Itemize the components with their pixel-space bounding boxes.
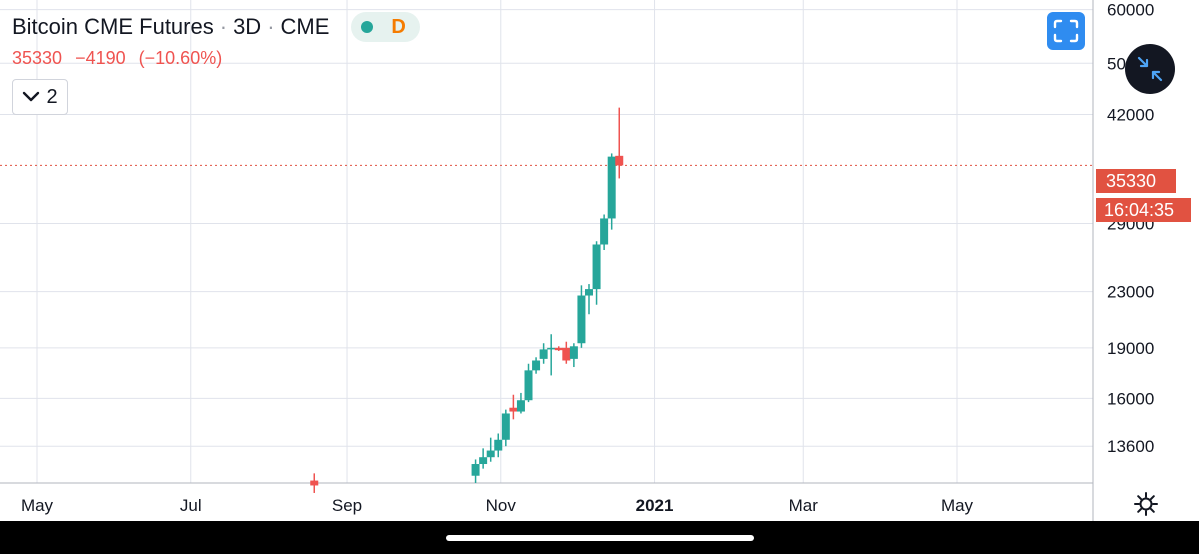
y-tick-label: 60000 [1107,1,1154,20]
candle[interactable] [486,437,495,462]
exit-fullscreen-button[interactable] [1125,44,1175,94]
candle[interactable] [554,346,563,351]
y-tick-label: 23000 [1107,283,1154,302]
price-axis-labels: 1360016000190002300029000420005000060000 [1107,1,1154,457]
last-price-tag: 35330 [1096,169,1176,193]
time-axis-labels: May Jul Sep Nov 2021 Mar May [21,496,974,515]
candles [310,107,624,493]
candle[interactable] [592,241,601,305]
candle-body [486,450,495,458]
price-change-percent: (−10.60%) [138,48,223,68]
delayed-data-flag: D [391,15,406,38]
x-tick-label: Jul [180,496,202,515]
y-tick-label: 19000 [1107,339,1154,358]
x-tick-label: Sep [332,496,362,515]
candle[interactable] [562,341,571,364]
candle[interactable] [577,285,586,348]
indicators-toggle-button[interactable]: 2 [12,79,68,115]
candle[interactable] [569,343,578,368]
legend-separator: · [219,14,228,39]
candle-body [310,480,319,486]
candle[interactable] [516,392,525,414]
candle[interactable] [532,357,541,374]
candle[interactable] [494,433,503,458]
candle[interactable] [600,214,609,250]
candle-body [577,295,586,344]
price-change: −4190 [75,48,126,68]
last-price: 35330 [12,48,63,68]
x-tick-label: May [21,496,54,515]
chart-legend: Bitcoin CME Futures · 3D · CME D 35330 −… [12,10,420,69]
price-row: 35330 −4190 (−10.60%) [12,48,420,69]
fullscreen-icon [1053,19,1079,43]
candle[interactable] [607,153,616,230]
indicators-count: 2 [46,85,58,108]
candle-body [532,360,541,371]
candle-body [554,347,563,351]
candle[interactable] [479,448,488,469]
candle-body [479,457,488,465]
candle-body [539,349,548,359]
system-home-bar [0,521,1199,554]
candle-body [562,347,571,361]
candle[interactable] [615,107,624,179]
collapse-arrows-icon [1137,56,1163,82]
candle-body [471,464,480,476]
y-tick-label: 16000 [1107,389,1154,408]
candle[interactable] [501,409,510,447]
candle-body [547,347,556,350]
home-indicator[interactable] [446,535,754,541]
exchange-label: CME [280,14,330,39]
y-tick-label: 42000 [1107,106,1154,125]
candle-body [494,439,503,451]
gear-icon[interactable] [1133,491,1159,517]
candle-body [607,156,616,219]
x-tick-label: Nov [486,496,517,515]
candle-body [592,244,601,290]
interval-label[interactable]: 3D [233,14,262,39]
y-tick-label: 13600 [1107,437,1154,456]
market-status-badge[interactable]: D [351,12,420,42]
candle-body [509,407,518,412]
candle-body [615,155,624,166]
candle[interactable] [539,343,548,364]
candle[interactable] [585,284,593,315]
candle-body [516,400,525,412]
symbol-name[interactable]: Bitcoin CME Futures [12,14,214,39]
chevron-down-icon [23,91,40,102]
candle-body [501,413,510,440]
bar-countdown-tag: 16:04:35 [1096,198,1191,222]
candle[interactable] [471,459,480,483]
vertical-gridlines [36,0,958,483]
price-chart[interactable]: 1360016000190002300029000420005000060000… [0,0,1199,521]
x-tick-label: May [941,496,974,515]
candle[interactable] [524,363,533,403]
candle[interactable] [310,473,319,493]
candle-body [569,346,578,359]
candle[interactable] [509,394,518,420]
candle-body [600,218,609,245]
market-open-dot-icon [361,21,374,33]
fullscreen-button[interactable] [1047,12,1085,50]
candle[interactable] [547,334,556,376]
candle-body [524,370,533,401]
x-tick-label: Mar [789,496,819,515]
horizontal-gridlines [0,9,1093,447]
x-tick-label: 2021 [636,496,674,515]
legend-separator: · [267,14,275,39]
candle-body [585,289,593,296]
